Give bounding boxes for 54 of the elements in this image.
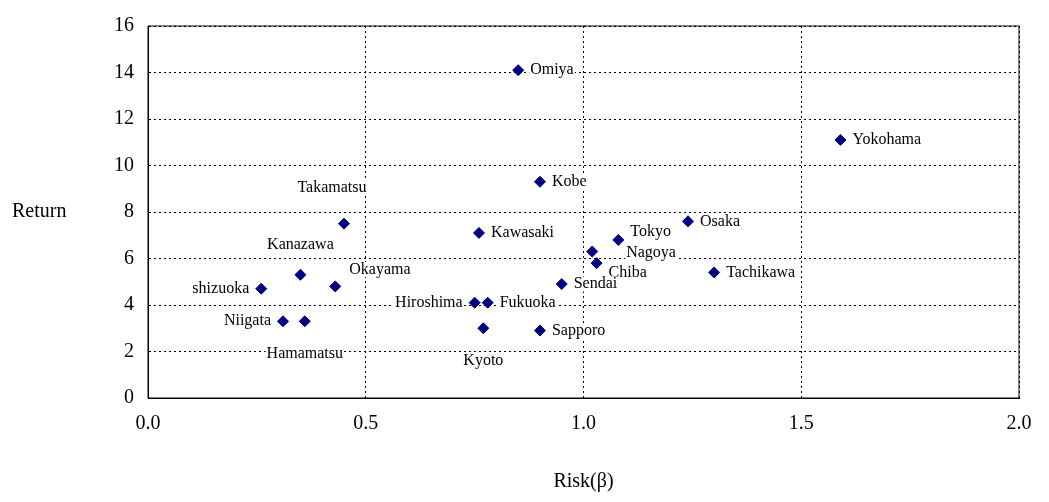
annotation: Kanazawa — [267, 234, 334, 252]
point — [481, 296, 494, 309]
y-axis-title: Return — [12, 199, 67, 222]
point — [682, 215, 695, 228]
point — [708, 266, 721, 279]
y-tick-label: 2 — [124, 338, 134, 361]
point — [555, 278, 568, 291]
annotation: Kobe — [551, 171, 587, 189]
annotation: Sapporo — [551, 320, 606, 339]
annotation: Kyoto — [463, 351, 504, 370]
point — [277, 315, 290, 328]
annotation: Okayama — [349, 259, 411, 278]
point — [468, 296, 481, 309]
point — [612, 233, 625, 246]
annotation: Kawasaki — [490, 223, 555, 241]
x-axis-title: Risk(β) — [553, 469, 614, 493]
y-tick-label: 12 — [114, 106, 134, 129]
y-tick-label: 8 — [124, 199, 134, 222]
annotation: shizuoka — [192, 278, 250, 296]
annotation: Tokyo — [630, 222, 671, 241]
y-tick-label: 14 — [114, 59, 134, 82]
y-tick-label: 0 — [124, 385, 134, 408]
point — [255, 282, 268, 295]
x-tick-label: 1.0 — [571, 411, 596, 434]
point — [834, 133, 847, 146]
x-tick-label: 0.0 — [135, 411, 161, 434]
point — [586, 245, 599, 258]
point — [298, 315, 311, 328]
annotation: Omiya — [530, 60, 574, 79]
annotation: Niigata — [223, 311, 272, 330]
annotation: Osaka — [700, 211, 740, 229]
annotation: Tachikawa — [726, 262, 796, 280]
y-tick-label: 6 — [124, 245, 134, 268]
point — [337, 217, 350, 230]
point — [512, 64, 525, 77]
point — [477, 322, 490, 335]
annotation: Takamatsu — [297, 177, 367, 195]
annotation: Nagoya — [626, 242, 676, 261]
x-tick-label: 0.5 — [353, 411, 379, 434]
y-tick-label: 10 — [114, 152, 134, 175]
annotation: Hamamatsu — [266, 344, 343, 362]
point — [533, 324, 546, 337]
point — [533, 175, 546, 188]
point — [294, 268, 307, 281]
annotation: Yokohama — [852, 130, 922, 148]
point — [590, 257, 603, 270]
x-tick-label: 2.0 — [1006, 411, 1032, 434]
y-tick-label: 16 — [114, 13, 134, 36]
annotation: Hiroshima — [395, 292, 463, 310]
x-tick-label: 1.5 — [788, 411, 814, 434]
y-tick-label: 4 — [124, 292, 134, 315]
point — [472, 226, 485, 239]
point — [329, 280, 342, 293]
annotation: Fukuoka — [499, 292, 556, 310]
